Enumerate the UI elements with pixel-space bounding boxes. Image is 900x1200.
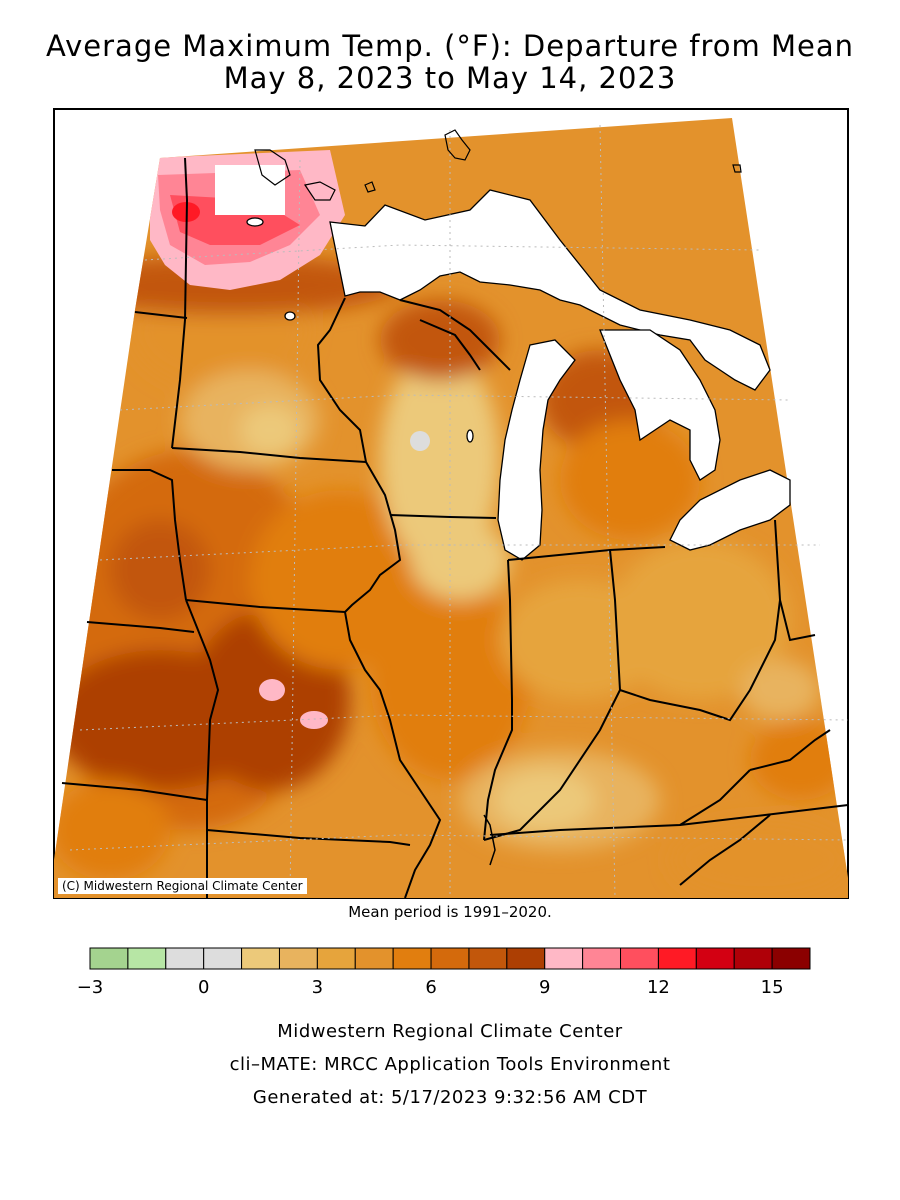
legend-swatch bbox=[506, 947, 546, 970]
legend-swatch bbox=[203, 947, 243, 970]
legend-swatch bbox=[165, 947, 205, 970]
legend-swatch bbox=[582, 947, 622, 970]
legend-swatches bbox=[89, 947, 811, 970]
legend-swatch bbox=[430, 947, 470, 970]
legend-tick-label: 12 bbox=[647, 977, 670, 998]
legend-swatch bbox=[733, 947, 773, 970]
legend-swatch bbox=[127, 947, 167, 970]
legend-swatch bbox=[241, 947, 280, 970]
legend-tick-label: −3 bbox=[77, 977, 104, 998]
state-boundaries bbox=[61, 157, 849, 899]
legend-swatch bbox=[657, 947, 697, 970]
legend-ticks: −3 0 3 6 9 12 15 bbox=[77, 977, 784, 998]
legend-swatch bbox=[620, 947, 659, 970]
legend-tick-label: 0 bbox=[198, 977, 209, 998]
legend-tick-label: 9 bbox=[539, 977, 550, 998]
legend-swatch bbox=[695, 947, 735, 970]
footer-tool-name: cli–MATE: MRCC Application Tools Environ… bbox=[229, 1054, 671, 1075]
legend-swatch bbox=[392, 947, 432, 970]
river-details bbox=[483, 814, 496, 866]
legend-swatch bbox=[468, 947, 508, 970]
legend-swatch bbox=[354, 947, 394, 970]
mean-period-note: Mean period is 1991–2020. bbox=[348, 903, 552, 921]
footer-organization: Midwestern Regional Climate Center bbox=[277, 1021, 623, 1042]
legend-swatch bbox=[316, 947, 356, 970]
great-lakes bbox=[246, 189, 791, 561]
northern-coastline-marks bbox=[254, 129, 742, 201]
legend-swatch bbox=[771, 947, 811, 970]
legend-tick-label: 6 bbox=[425, 977, 436, 998]
map-date-range: May 8, 2023 to May 14, 2023 bbox=[223, 61, 677, 95]
legend-tick-label: 3 bbox=[312, 977, 323, 998]
footer-generated-time: Generated at: 5/17/2023 9:32:56 AM CDT bbox=[252, 1087, 648, 1108]
copyright-label: (C) Midwestern Regional Climate Center bbox=[58, 878, 307, 894]
map-title: Average Maximum Temp. (°F): Departure fr… bbox=[45, 29, 855, 63]
legend-swatch bbox=[544, 947, 584, 970]
legend-swatch bbox=[89, 947, 129, 970]
lat-lon-grid bbox=[69, 124, 849, 899]
legend-tick-label: 15 bbox=[761, 977, 784, 998]
legend-swatch bbox=[278, 947, 318, 970]
